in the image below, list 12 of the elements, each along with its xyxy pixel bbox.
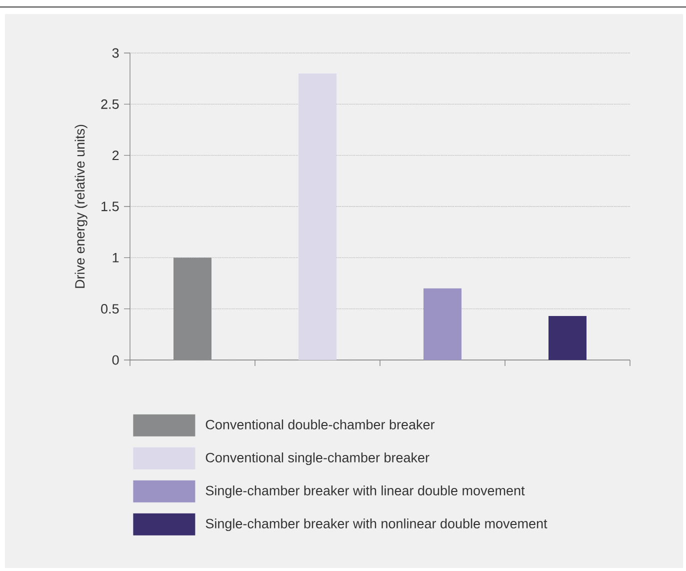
legend-label: Conventional single-chamber breaker [206, 452, 430, 466]
legend-label: Single-chamber breaker with linear double movement [206, 485, 525, 498]
y-tick-label: 2.5 [101, 99, 119, 109]
y-tick-label: 1.5 [102, 202, 119, 212]
y-tick-label: 0 [112, 355, 119, 365]
y-axis-title: Drive energy (relative units) [74, 124, 88, 288]
y-tick-label: 3 [112, 48, 119, 58]
legend-label: Conventional double-chamber breaker [206, 419, 435, 430]
y-tick-label: 0.5 [101, 304, 119, 314]
y-tick-label: 2 [112, 150, 119, 160]
y-tick-label: 1 [112, 253, 119, 262]
legend-label: Single-chamber breaker with nonlinear double movement [206, 518, 548, 532]
